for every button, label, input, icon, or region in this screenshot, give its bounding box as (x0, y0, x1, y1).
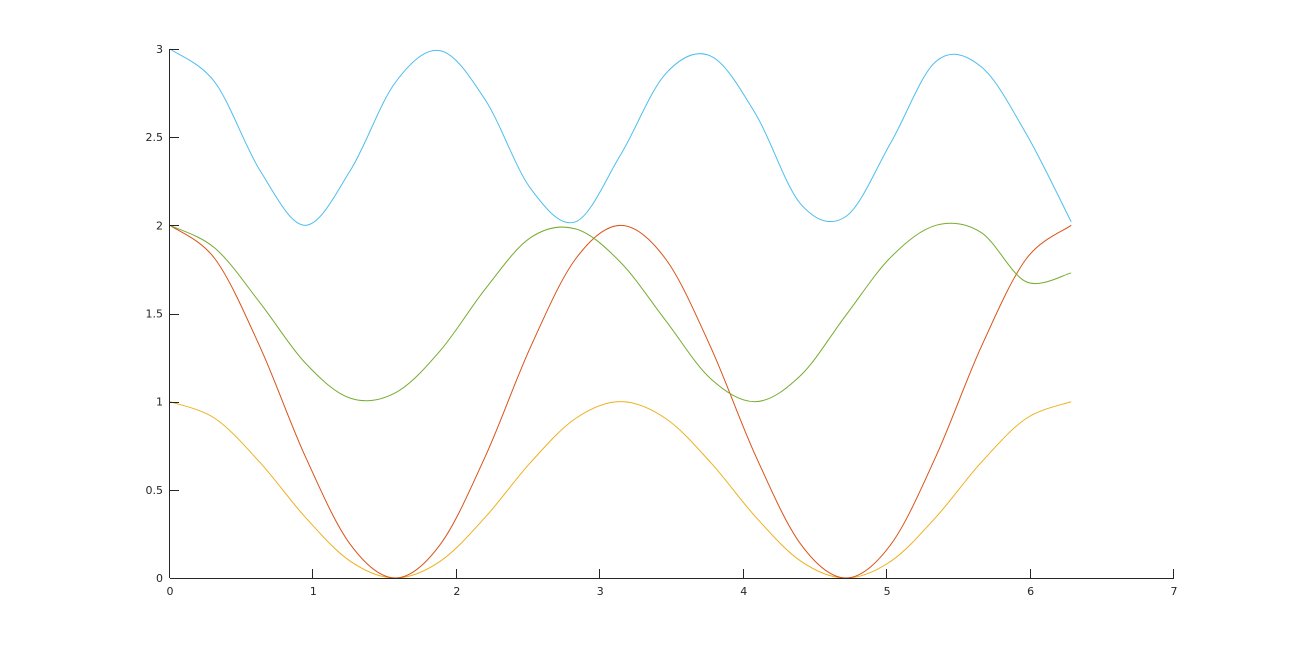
y-tick-label: 0.5 (146, 484, 164, 497)
x-tick-label: 2 (453, 585, 460, 598)
x-tick-label: 3 (597, 585, 604, 598)
x-tick-label: 6 (1027, 585, 1034, 598)
y-axis-ticks: 0 0.5 1 1.5 2 2.5 3 (146, 43, 179, 585)
series-line-1 (169, 401, 1072, 579)
x-tick-label: 1 (310, 585, 317, 598)
y-tick-label: 1.5 (146, 308, 164, 321)
x-axis-ticks: 0 1 2 3 4 5 6 7 (167, 569, 1178, 598)
series-line-3 (169, 222, 1072, 403)
x-tick-label: 0 (167, 585, 174, 598)
y-tick-label: 3 (156, 43, 163, 56)
series-line-4 (169, 48, 1072, 226)
y-tick-label: 1 (156, 396, 163, 409)
y-tick-label: 2 (156, 219, 163, 232)
y-tick-label: 0 (156, 572, 163, 585)
x-tick-label: 4 (740, 585, 747, 598)
x-tick-label: 5 (884, 585, 891, 598)
series-layer (169, 48, 1072, 579)
y-tick-label: 2.5 (146, 131, 164, 144)
x-tick-label: 7 (1171, 585, 1178, 598)
series-line-2 (169, 224, 1072, 579)
